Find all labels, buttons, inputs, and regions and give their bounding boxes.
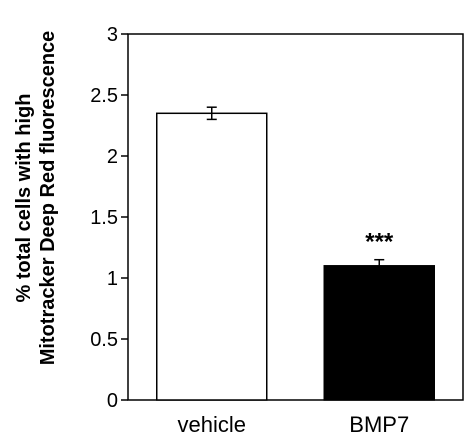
bar [156, 112, 268, 401]
y-axis-label-line-1: % total cells with high [13, 94, 35, 303]
y-axis-label-line-2: Mitotracker Deep Red fluorescence [37, 31, 59, 366]
y-tick-label: 2 [107, 146, 118, 168]
y-axis-label: % total cells with high Mitotracker Deep… [13, 31, 59, 366]
y-tick-label: 3 [107, 24, 118, 46]
x-category-label: BMP7 [349, 412, 409, 437]
x-category-label: vehicle [178, 412, 246, 437]
y-tick-label: 0.5 [90, 329, 118, 351]
y-tick-label: 1.5 [90, 207, 118, 229]
y-tick-label: 1 [107, 268, 118, 290]
significance-annotation: *** [365, 229, 394, 256]
bar [323, 265, 435, 401]
y-tick-label: 2.5 [90, 85, 118, 107]
y-tick-label: 0 [107, 390, 118, 412]
